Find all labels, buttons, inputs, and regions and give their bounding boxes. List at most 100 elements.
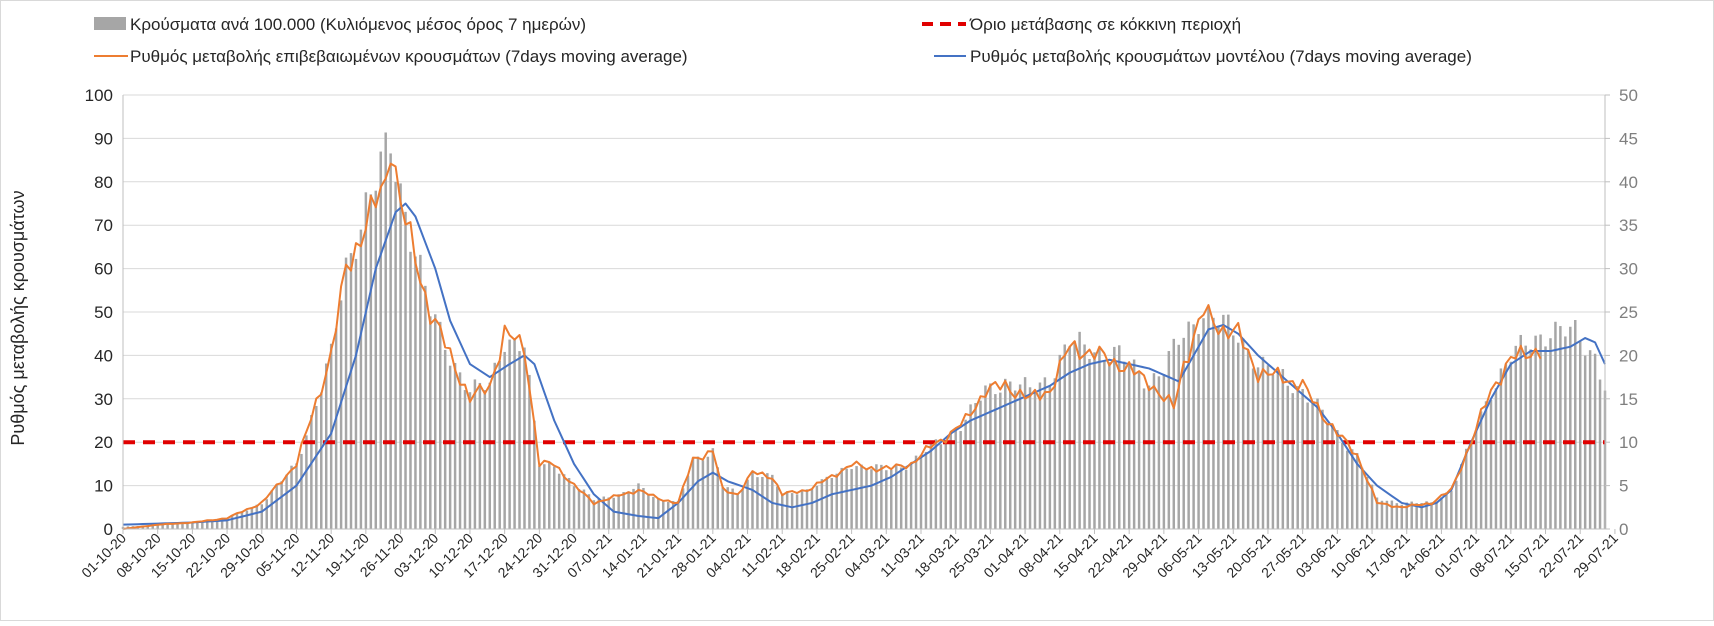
bar — [1073, 341, 1076, 529]
bar — [1276, 368, 1280, 529]
bar — [1251, 368, 1255, 529]
bar — [1122, 361, 1126, 529]
bar — [1499, 368, 1503, 529]
bar — [443, 349, 447, 529]
bar — [438, 321, 442, 529]
model-line — [122, 202, 1606, 526]
bar — [1415, 503, 1418, 529]
bar — [627, 491, 630, 529]
y-left-tick-label: 20 — [94, 433, 113, 452]
y-right-tick-label: 45 — [1619, 129, 1638, 148]
bar — [1489, 400, 1493, 529]
bar — [1286, 385, 1290, 529]
bar — [300, 453, 303, 529]
bar — [1400, 504, 1404, 529]
bar — [1018, 384, 1022, 529]
bar — [1212, 317, 1215, 529]
bar — [666, 502, 670, 529]
bar — [1118, 345, 1121, 529]
bar — [1578, 341, 1582, 529]
bar — [498, 360, 501, 529]
bar — [488, 382, 492, 529]
bar — [587, 494, 591, 529]
bar — [914, 455, 918, 529]
bar — [1365, 476, 1369, 529]
bar — [369, 194, 373, 529]
bar — [1068, 346, 1071, 529]
bar — [196, 521, 199, 529]
bar — [691, 457, 695, 529]
bar — [359, 229, 363, 529]
bar — [329, 343, 333, 529]
bar — [984, 385, 987, 529]
bar — [989, 383, 992, 529]
bar — [929, 442, 933, 529]
bar — [776, 486, 779, 529]
bar — [1108, 362, 1111, 529]
bar — [151, 525, 154, 529]
bar — [924, 451, 928, 529]
bar — [860, 464, 863, 529]
legend-item-bars[interactable]: Κρούσματα ανά 100.000 (Κυλιόμενος μέσος … — [94, 15, 586, 34]
bar — [855, 466, 858, 529]
bar — [1266, 365, 1270, 529]
bar — [979, 400, 982, 529]
bar — [1445, 492, 1448, 529]
y-axis-left-title: Ρυθμός μεταβολής κρουσμάτων — [8, 190, 28, 445]
bar — [939, 444, 943, 529]
bar — [1341, 442, 1344, 529]
bar — [280, 481, 283, 529]
bar — [1187, 321, 1190, 529]
bar — [1063, 344, 1066, 529]
bar — [1554, 321, 1557, 529]
bar — [240, 511, 244, 529]
bar — [374, 190, 378, 529]
bar — [478, 382, 482, 529]
bar — [785, 491, 789, 529]
bar — [622, 492, 625, 529]
bar — [399, 183, 402, 529]
bar — [885, 470, 888, 529]
y-left-tick-label: 100 — [85, 86, 113, 105]
bar — [324, 363, 328, 529]
bar — [1241, 338, 1245, 529]
legend-label-threshold: Όριο μετάβασης σε κόκκινη περιοχή — [969, 15, 1241, 34]
legend-label-model: Ρυθμός μεταβολής κρουσμάτων μοντέλου (7d… — [970, 47, 1472, 66]
bar — [552, 466, 556, 529]
bar — [1380, 500, 1384, 529]
y-axis-left-ticks: 0 10 20 30 40 50 60 70 80 90 100 — [85, 86, 113, 539]
bar — [1385, 500, 1389, 529]
bar — [1593, 353, 1597, 529]
y-left-tick-label: 70 — [94, 216, 113, 235]
bar — [1058, 354, 1062, 529]
bar — [409, 251, 412, 530]
legend-item-model[interactable]: Ρυθμός μεταβολής κρουσμάτων μοντέλου (7d… — [934, 47, 1472, 66]
bar — [1142, 388, 1146, 529]
bar — [1326, 423, 1329, 529]
bar — [845, 468, 848, 529]
bar — [1430, 502, 1433, 529]
bar — [473, 379, 477, 529]
bar — [1113, 346, 1116, 529]
bar — [746, 479, 749, 529]
bar — [493, 362, 496, 529]
bar — [448, 365, 452, 529]
bar — [612, 497, 615, 529]
y-left-tick-label: 40 — [94, 346, 113, 365]
bar — [1192, 324, 1195, 529]
bar — [1514, 345, 1518, 529]
bar — [1360, 467, 1364, 529]
bar — [592, 500, 596, 529]
legend-item-confirmed[interactable]: Ρυθμός μεταβολής επιβεβαιωμένων κρουσμάτ… — [94, 47, 688, 66]
bar — [156, 524, 159, 529]
legend-item-threshold[interactable]: Όριο μετάβασης σε κόκκινη περιοχή — [922, 15, 1241, 34]
bar — [215, 519, 219, 529]
bar — [1494, 388, 1498, 529]
y-left-tick-label: 30 — [94, 390, 113, 409]
bar — [795, 494, 799, 529]
bar — [731, 488, 734, 529]
bar — [206, 521, 209, 529]
bar — [379, 151, 382, 529]
bar — [1479, 411, 1483, 529]
bar — [761, 476, 764, 529]
